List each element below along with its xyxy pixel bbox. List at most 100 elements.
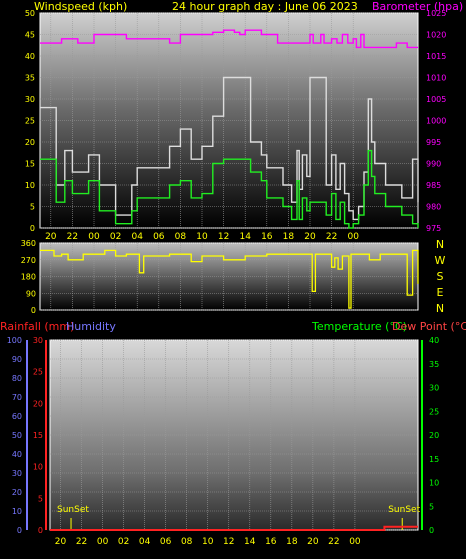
- temp-x-tick-label: 08: [181, 537, 193, 547]
- rain-y-tick-label: 5: [38, 494, 43, 503]
- wind-x-tick-label: 22: [67, 232, 78, 242]
- baro-y-tick-label: 975: [426, 224, 441, 233]
- axes-group: 0510152025303540455097598098599099510001…: [7, 9, 447, 547]
- wind-y-tick-label: 35: [25, 74, 35, 83]
- temp-y-tick-label: 30: [429, 384, 439, 393]
- wind-x-tick-label: 00: [88, 232, 100, 242]
- temp-y-tick-label: 25: [429, 407, 439, 416]
- direction-y-tick-label: 360: [21, 239, 36, 248]
- temp-x-tick-label: 16: [265, 537, 277, 547]
- humidity-axis-title: Humidity: [66, 320, 116, 333]
- direction-y-tick-label: 270: [21, 256, 36, 265]
- wind-x-tick-label: 20: [45, 232, 57, 242]
- temp-y-tick-label: 40: [429, 336, 439, 345]
- humidity-y-tick-label: 10: [12, 507, 22, 516]
- temp-x-tick-label: 00: [97, 537, 109, 547]
- dewpoint-axis-title: Dew Point (°C): [392, 320, 466, 333]
- baro-y-tick-label: 985: [426, 181, 441, 190]
- wind-y-tick-label: 15: [25, 160, 35, 169]
- wind-y-tick-label: 40: [25, 52, 35, 61]
- wind-x-tick-label: 10: [196, 232, 208, 242]
- rain-y-tick-label: 0: [38, 526, 43, 535]
- baro-y-tick-label: 1020: [426, 31, 446, 40]
- wind-x-tick-label: 20: [304, 232, 316, 242]
- wind-x-tick-label: 12: [218, 232, 229, 242]
- wind-x-tick-label: 06: [153, 232, 165, 242]
- wind-x-tick-label: 18: [283, 232, 295, 242]
- series-line-rainfall: [50, 525, 418, 531]
- baro-y-tick-label: 1015: [426, 52, 446, 61]
- humidity-y-tick-label: 20: [12, 488, 22, 497]
- temp-x-tick-label: 22: [328, 537, 339, 547]
- chart-title: 24 hour graph day : June 06 2023: [172, 0, 358, 13]
- temp-x-tick-label: 20: [55, 537, 67, 547]
- wind-y-tick-label: 20: [25, 138, 35, 147]
- rainfall-axis-title: Rainfall (mm): [0, 320, 74, 333]
- wind-y-tick-label: 45: [25, 31, 35, 40]
- temp-x-tick-label: 04: [139, 537, 151, 547]
- series-group: SunSet SunSet: [40, 29, 421, 531]
- compass-label: N: [436, 238, 444, 251]
- humidity-y-tick-label: 60: [12, 412, 22, 421]
- humidity-y-tick-label: 80: [12, 374, 22, 383]
- wind-y-tick-label: 30: [25, 95, 35, 104]
- temp-y-tick-label: 15: [429, 455, 439, 464]
- wind-x-tick-label: 02: [110, 232, 121, 242]
- temp-y-tick-label: 35: [429, 360, 439, 369]
- temp-y-tick-label: 0: [429, 526, 434, 535]
- wind-y-tick-label: 0: [30, 224, 35, 233]
- sunset-label: SunSet: [388, 505, 420, 515]
- humidity-y-tick-label: 90: [12, 355, 22, 364]
- series-line-wind-direction: [40, 249, 419, 309]
- humidity-y-tick-label: 100: [7, 336, 22, 345]
- temp-y-tick-label: 10: [429, 479, 439, 488]
- temperature-axis-title: Temperature (°C): [311, 320, 407, 333]
- direction-y-tick-label: 90: [26, 289, 36, 298]
- direction-y-tick-label: 0: [31, 306, 36, 315]
- direction-y-tick-label: 180: [21, 273, 36, 282]
- series-line-barometer-hpa-: [40, 29, 418, 49]
- humidity-y-tick-label: 30: [12, 469, 22, 478]
- baro-y-tick-label: 1025: [426, 9, 446, 18]
- series-line-average: [40, 149, 419, 229]
- wind-x-tick-label: 22: [326, 232, 337, 242]
- right-axis-title: Barometer (hpa): [372, 0, 463, 13]
- humidity-y-tick-label: 70: [12, 393, 22, 402]
- wind-x-tick-label: 00: [347, 232, 359, 242]
- wind-x-tick-label: 14: [239, 232, 251, 242]
- rain-y-tick-label: 15: [33, 431, 43, 440]
- baro-y-tick-label: 1005: [426, 95, 446, 104]
- baro-y-tick-label: 1010: [426, 74, 446, 83]
- wind-x-tick-label: 04: [131, 232, 143, 242]
- wind-x-tick-label: 16: [261, 232, 273, 242]
- temp-x-tick-label: 14: [244, 537, 256, 547]
- baro-y-tick-label: 980: [426, 203, 441, 212]
- compass-label: E: [437, 286, 444, 299]
- humidity-y-tick-label: 0: [17, 526, 22, 535]
- temp-x-tick-label: 02: [118, 537, 129, 547]
- temp-x-tick-label: 12: [223, 537, 234, 547]
- compass-label: N: [436, 302, 444, 315]
- rain-y-tick-label: 10: [33, 463, 43, 472]
- wind-y-tick-label: 5: [30, 203, 35, 212]
- wind-y-tick-label: 25: [25, 117, 35, 126]
- temp-x-tick-label: 20: [307, 537, 319, 547]
- compass-label: W: [435, 254, 446, 267]
- baro-y-tick-label: 990: [426, 160, 441, 169]
- temp-y-tick-label: 5: [429, 502, 434, 511]
- sunset-label: SunSet: [57, 505, 89, 515]
- compass-label: S: [437, 270, 444, 283]
- baro-y-tick-label: 1000: [426, 117, 446, 126]
- temp-x-tick-label: 10: [202, 537, 214, 547]
- baro-y-tick-label: 995: [426, 138, 441, 147]
- rain-y-tick-label: 25: [33, 368, 43, 377]
- temp-x-tick-label: 06: [160, 537, 172, 547]
- wind-y-tick-label: 10: [25, 181, 35, 190]
- humidity-y-tick-label: 50: [12, 431, 22, 440]
- temp-x-tick-label: 22: [76, 537, 87, 547]
- series-line-gust: [40, 76, 419, 221]
- temp-x-tick-label: 18: [286, 537, 298, 547]
- temp-x-tick-label: 00: [349, 537, 361, 547]
